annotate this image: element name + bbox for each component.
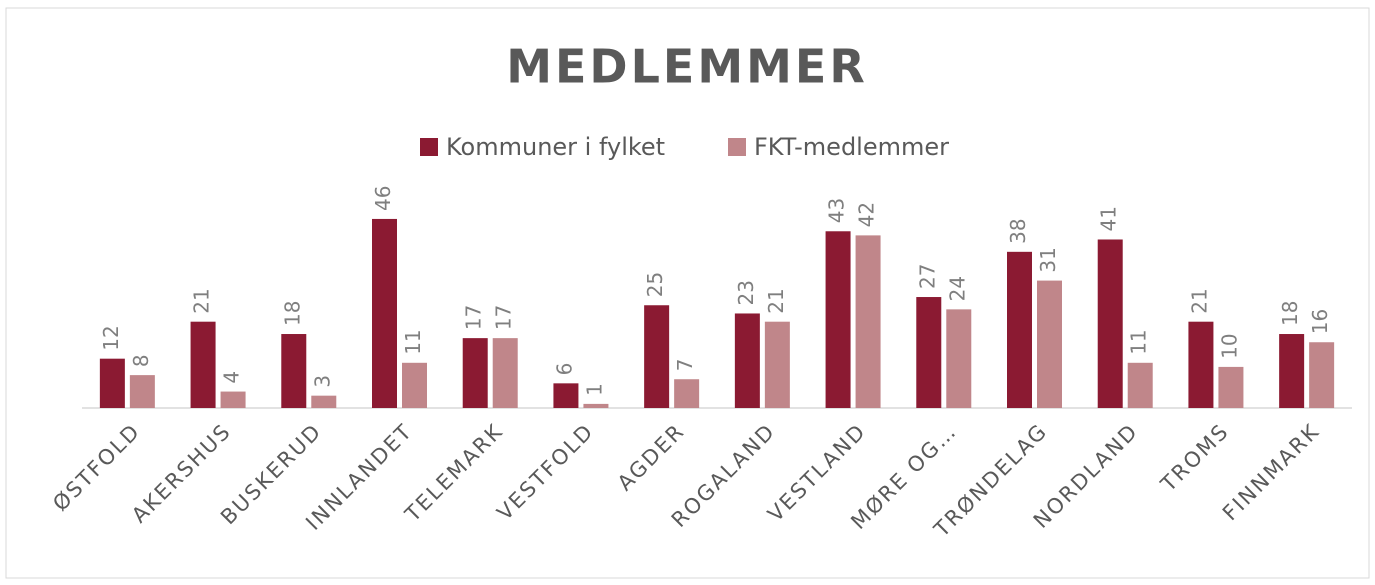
- bar: [190, 321, 216, 408]
- bar: [946, 309, 972, 408]
- bar: [1188, 321, 1214, 408]
- bar: [674, 379, 700, 408]
- bar: [583, 403, 609, 408]
- bar: [644, 305, 670, 408]
- data-label: 8: [129, 354, 153, 367]
- data-label: 12: [99, 325, 123, 350]
- data-label: 11: [401, 329, 425, 354]
- data-label: 43: [825, 198, 849, 223]
- data-label: 17: [462, 305, 486, 330]
- data-label: 46: [371, 185, 395, 210]
- data-label: 21: [764, 288, 788, 313]
- bar: [372, 218, 397, 408]
- chart-frame: [5, 7, 1370, 579]
- bar: [462, 338, 488, 408]
- bar: [281, 334, 307, 408]
- bar: [1127, 362, 1153, 408]
- data-label: 41: [1097, 206, 1121, 231]
- legend-label: FKT-medlemmer: [754, 133, 949, 161]
- bar: [734, 313, 760, 408]
- bar: [1097, 239, 1123, 408]
- data-label: 6: [552, 363, 576, 376]
- data-label: 16: [1308, 309, 1332, 334]
- data-label: 17: [492, 305, 516, 330]
- data-label: 7: [673, 358, 697, 371]
- chart-title: MEDLEMMER: [506, 40, 868, 94]
- bar: [916, 297, 942, 408]
- data-label: 21: [1187, 288, 1211, 313]
- data-label: 23: [734, 280, 758, 305]
- bar: [855, 235, 881, 408]
- data-label: 11: [1127, 329, 1151, 354]
- bar: [220, 391, 246, 408]
- data-label: 1: [582, 383, 606, 396]
- bar: [553, 383, 579, 408]
- data-label: 38: [1006, 218, 1030, 243]
- data-label: 18: [1278, 301, 1302, 326]
- bar: [129, 375, 155, 408]
- data-label: 31: [1036, 247, 1060, 272]
- legend-swatch: [728, 138, 746, 156]
- bar: [1279, 334, 1305, 408]
- data-label: 21: [190, 288, 214, 313]
- bar: [99, 358, 125, 408]
- data-label: 42: [855, 202, 879, 227]
- bar: [825, 231, 851, 408]
- data-label: 3: [310, 375, 334, 388]
- legend-swatch: [420, 138, 438, 156]
- legend-label: Kommuner i fylket: [446, 133, 665, 161]
- data-label: 24: [945, 276, 969, 301]
- bar: [311, 395, 337, 408]
- bar: [402, 362, 427, 408]
- bar: [1037, 280, 1062, 408]
- bar: [764, 321, 790, 408]
- data-label: 18: [280, 301, 304, 326]
- data-label: 27: [915, 264, 939, 289]
- bar: [1218, 366, 1244, 408]
- data-label: 4: [220, 371, 244, 384]
- data-label: 25: [643, 272, 667, 297]
- data-label: 10: [1217, 333, 1241, 358]
- bar: [1007, 251, 1032, 408]
- bar: [1309, 342, 1335, 408]
- bar: [492, 338, 518, 408]
